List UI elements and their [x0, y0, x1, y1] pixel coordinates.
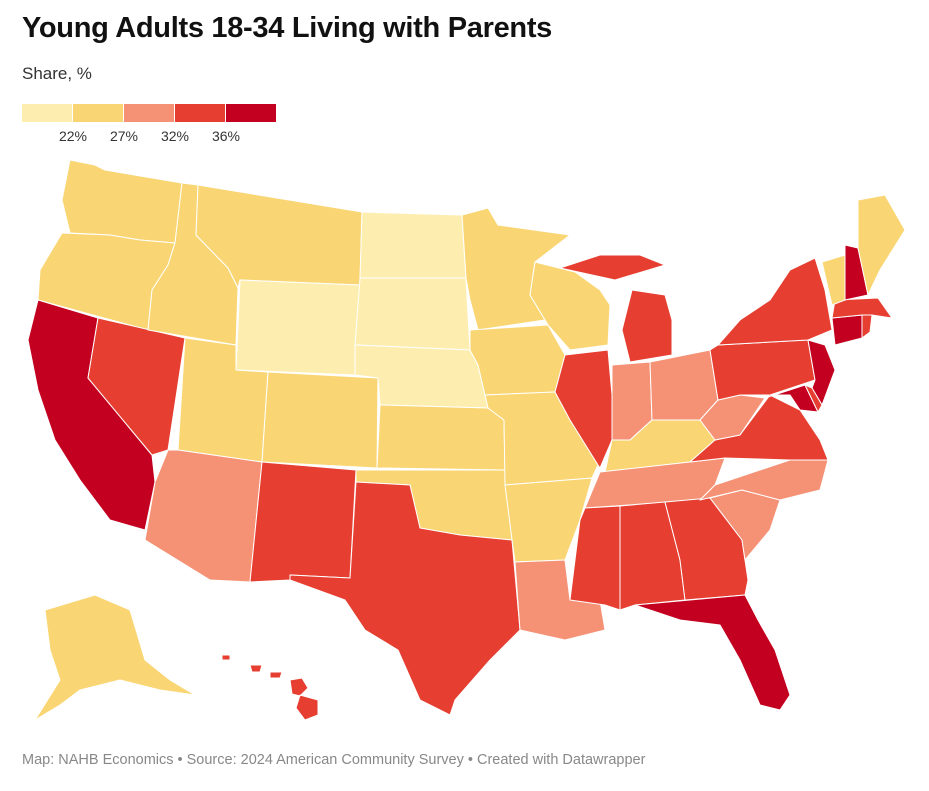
legend-swatch-5	[226, 104, 276, 122]
state-IL[interactable]	[554, 349, 613, 469]
state-HI[interactable]	[221, 654, 319, 721]
state-IA[interactable]	[469, 324, 566, 396]
source-footer: Map: NAHB Economics • Source: 2024 Ameri…	[22, 752, 646, 768]
state-TX[interactable]	[289, 481, 521, 716]
legend-swatch-2	[73, 104, 123, 122]
legend-bar	[22, 104, 277, 122]
state-SD[interactable]	[354, 277, 471, 351]
map-subtitle: Share, %	[22, 64, 92, 83]
state-ME[interactable]	[857, 194, 906, 296]
state-ND[interactable]	[359, 211, 467, 279]
legend-swatch-1	[22, 104, 72, 122]
state-NV[interactable]	[87, 317, 186, 456]
legend-tick-32: 32%	[160, 128, 190, 144]
legend-tick-27: 27%	[109, 128, 139, 144]
legend-swatch-4	[175, 104, 225, 122]
state-FL[interactable]	[634, 594, 791, 711]
state-AK[interactable]	[34, 594, 196, 721]
legend-tick-36: 36%	[211, 128, 241, 144]
state-NM[interactable]	[249, 461, 357, 583]
state-MI[interactable]	[559, 254, 673, 363]
state-LA[interactable]	[514, 559, 606, 641]
state-NC[interactable]	[699, 459, 829, 501]
state-MA[interactable]	[831, 297, 893, 319]
state-WA[interactable]	[61, 159, 183, 244]
state-AZ[interactable]	[144, 449, 263, 583]
state-OH[interactable]	[649, 349, 719, 421]
legend-tick-22: 22%	[58, 128, 88, 144]
state-CO[interactable]	[261, 371, 379, 469]
state-DE[interactable]	[804, 384, 823, 413]
state-NY[interactable]	[717, 257, 833, 346]
state-WI[interactable]	[529, 261, 611, 351]
state-WY[interactable]	[235, 279, 361, 376]
us-map	[0, 150, 929, 730]
us-map-svg	[27, 159, 906, 721]
color-legend: 22% 27% 32% 36%	[22, 104, 277, 144]
map-title: Young Adults 18-34 Living with Parents	[22, 12, 552, 44]
state-RI[interactable]	[861, 314, 873, 339]
state-VA[interactable]	[689, 394, 829, 463]
legend-swatch-3	[124, 104, 174, 122]
state-KS[interactable]	[376, 404, 506, 471]
state-CT[interactable]	[831, 314, 863, 346]
